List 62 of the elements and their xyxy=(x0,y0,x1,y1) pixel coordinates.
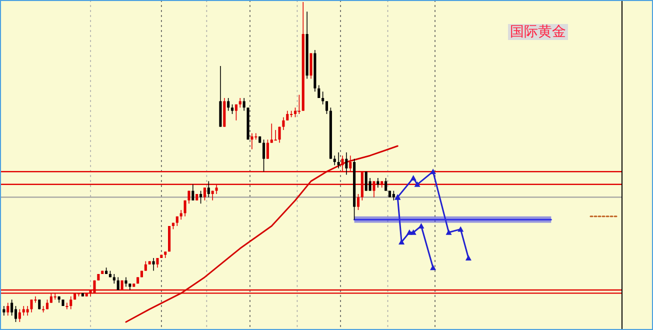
candlestick xyxy=(392,190,395,201)
candlestick xyxy=(6,302,10,316)
candlestick xyxy=(298,94,300,114)
candlestick xyxy=(266,139,269,160)
candlestick xyxy=(30,299,33,313)
candlestick xyxy=(286,110,289,121)
point xyxy=(458,226,464,232)
candlestick xyxy=(184,200,186,217)
candlestick xyxy=(310,52,312,80)
candlestick xyxy=(207,180,210,198)
candlestick xyxy=(14,306,18,322)
annotation: 国际黄金 xyxy=(510,24,566,40)
candlestick xyxy=(156,258,159,268)
point xyxy=(418,223,424,228)
candlestick xyxy=(152,258,155,272)
candlestick xyxy=(282,116,285,130)
point xyxy=(446,229,452,235)
candlestick xyxy=(274,130,277,141)
candlestick xyxy=(356,194,360,210)
point xyxy=(414,181,420,187)
candlestick xyxy=(188,190,190,204)
candlestick xyxy=(70,296,72,310)
candlestick xyxy=(199,190,202,204)
candlestick xyxy=(2,306,6,316)
candlestick xyxy=(337,152,340,169)
candlestick xyxy=(238,98,242,108)
candlestick xyxy=(270,123,273,144)
candlestick xyxy=(384,178,388,192)
point xyxy=(394,194,401,200)
candlestick xyxy=(345,152,348,176)
candlestick xyxy=(66,302,68,310)
point xyxy=(465,255,472,260)
candlestick xyxy=(10,299,14,316)
candlestick xyxy=(242,98,246,112)
candlestick xyxy=(364,171,368,192)
candlestick xyxy=(376,178,380,188)
candlestick xyxy=(22,306,25,316)
candlestick xyxy=(254,132,258,140)
candlestick xyxy=(262,139,266,172)
candlestick xyxy=(294,107,297,118)
candlestick xyxy=(180,210,182,220)
candlestick xyxy=(144,260,147,272)
candlestick xyxy=(227,98,230,112)
point xyxy=(410,229,416,235)
candlestick xyxy=(322,91,324,105)
candlestick xyxy=(124,276,128,288)
candlestick xyxy=(192,184,194,201)
candlestick xyxy=(333,155,336,166)
candlestick xyxy=(112,274,116,284)
candlestick xyxy=(116,276,120,290)
point xyxy=(430,264,436,270)
candlestick xyxy=(26,306,29,316)
point xyxy=(410,175,416,180)
candlestick xyxy=(325,100,328,114)
candlestick xyxy=(234,104,238,121)
candlestick xyxy=(250,132,254,150)
candlestick xyxy=(278,126,281,144)
candlestick xyxy=(203,187,206,201)
candlestick xyxy=(230,104,234,114)
candlestick xyxy=(18,308,21,322)
candlestick xyxy=(318,84,320,98)
point xyxy=(430,168,436,174)
